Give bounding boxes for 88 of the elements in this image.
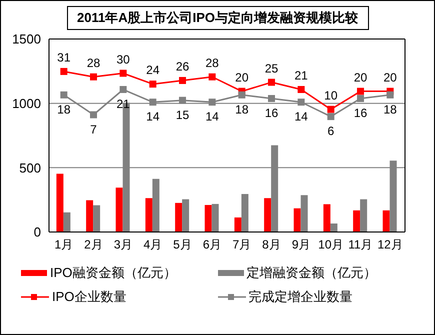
x-tick-label: 10月 (318, 238, 344, 252)
point (60, 91, 68, 98)
bar (116, 188, 123, 232)
legend-label: IPO企业数量 (52, 288, 126, 306)
point (357, 88, 364, 95)
bar (353, 210, 360, 232)
data-label: 28 (86, 56, 100, 70)
data-label: 6 (327, 124, 334, 138)
x-tick-label: 7月 (232, 238, 252, 252)
y-tick-label: 1000 (12, 96, 41, 111)
bar (86, 200, 94, 232)
bar (182, 199, 190, 232)
bar (264, 198, 272, 232)
bar (152, 178, 160, 232)
point (208, 98, 216, 106)
data-label: 14 (294, 110, 308, 124)
point (357, 95, 364, 102)
bar (56, 174, 64, 232)
y-tick-label: 1500 (12, 32, 41, 47)
y-tick-label: 0 (34, 224, 41, 240)
point (268, 78, 275, 86)
legend-label: 定增融资金额（亿元） (246, 264, 376, 282)
x-tick-label: 3月 (114, 238, 133, 252)
data-label: 26 (176, 59, 190, 74)
legend-label: IPO融资金额（亿元） (50, 264, 176, 282)
bar (93, 205, 100, 232)
bar (382, 210, 390, 232)
data-label: 18 (235, 102, 249, 116)
point (327, 113, 334, 120)
x-tick-label: 6月 (202, 238, 222, 252)
bar (241, 194, 248, 232)
data-label: 30 (116, 52, 130, 66)
bar (145, 198, 152, 232)
bar (294, 208, 301, 232)
bar (234, 217, 242, 232)
point (179, 76, 186, 84)
bar (212, 204, 219, 232)
point (90, 73, 97, 80)
data-label: 20 (235, 70, 249, 84)
x-tick-label: 5月 (173, 238, 192, 252)
data-label: 24 (146, 63, 160, 78)
y-tick-label: 500 (19, 160, 41, 176)
bar (360, 199, 368, 232)
point (298, 98, 305, 106)
data-label: 20 (354, 70, 368, 84)
data-label: 14 (205, 110, 220, 124)
data-label: 21 (116, 97, 130, 112)
data-label: 31 (57, 50, 71, 64)
x-tick-label: 8月 (262, 238, 281, 252)
data-label: 25 (264, 61, 278, 76)
point (327, 106, 334, 113)
x-tick-label: 9月 (292, 238, 311, 252)
point (149, 80, 156, 88)
bar (204, 204, 212, 232)
point (238, 91, 246, 98)
bar (300, 195, 308, 232)
x-tick-label: 2月 (84, 238, 103, 252)
data-label: 21 (294, 68, 308, 83)
data-label: 10 (324, 88, 338, 102)
x-tick-label: 11月 (348, 238, 373, 252)
x-tick-label: 12月 (377, 238, 403, 252)
data-label: 16 (264, 106, 278, 120)
x-tick-label: 4月 (143, 238, 162, 252)
data-label: 14 (146, 110, 160, 124)
data-label: 7 (90, 122, 98, 136)
point (386, 91, 394, 98)
point (149, 98, 156, 106)
point (268, 95, 275, 102)
point (298, 86, 305, 94)
data-label: 20 (383, 70, 398, 84)
x-tick-label: 1月 (54, 238, 74, 252)
bar (330, 224, 338, 232)
point (120, 86, 127, 94)
data-label: 15 (176, 108, 190, 122)
chart-title: 2011年A股上市公司IPO与定向增发融资规模比较 (66, 6, 368, 30)
data-label: 18 (383, 102, 398, 116)
point (90, 111, 97, 118)
legend-label: 完成定增企业数量 (248, 288, 352, 306)
point (60, 68, 68, 75)
bar (63, 212, 70, 232)
data-label: 18 (57, 102, 71, 116)
point (120, 70, 127, 77)
bar (175, 202, 182, 232)
data-label: 16 (354, 106, 368, 120)
point (179, 96, 186, 104)
data-label: 28 (205, 56, 220, 70)
point (208, 73, 216, 80)
bar (323, 204, 330, 232)
